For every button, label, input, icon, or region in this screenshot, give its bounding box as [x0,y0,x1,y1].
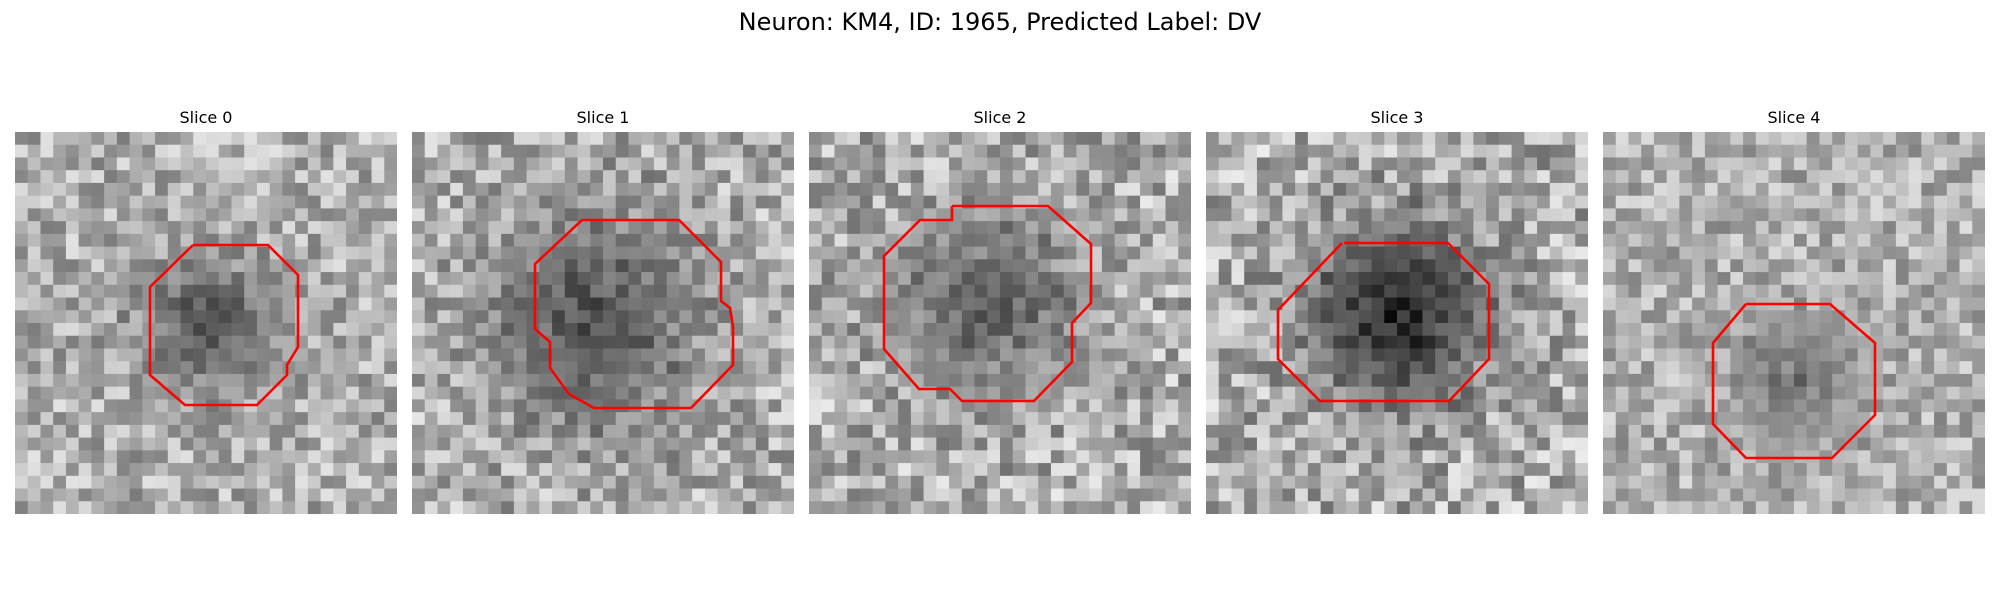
roi-contour-4 [1711,302,1877,460]
figure-title: Neuron: KM4, ID: 1965, Predicted Label: … [738,8,1262,36]
slice-noise-3 [1206,132,1588,514]
slice-panel-1: Slice 1 [412,108,794,514]
slice-noise-1 [412,132,794,514]
slice-panel-0: Slice 0 [15,108,397,514]
roi-contour-0 [148,243,300,407]
roi-contour-2 [882,204,1093,403]
slice-image-4 [1603,132,1985,514]
slice-panel-2: Slice 2 [809,108,1191,514]
slice-image-3 [1206,132,1588,514]
slice-title-4: Slice 4 [1767,108,1821,127]
slice-image-0 [15,132,397,514]
slice-title-2: Slice 2 [973,108,1027,127]
roi-contour-3 [1276,241,1491,403]
slice-panel-4: Slice 4 [1603,108,1985,514]
slice-title-3: Slice 3 [1370,108,1424,127]
slice-noise-0 [15,132,397,514]
slice-title-0: Slice 0 [179,108,233,127]
slice-panel-3: Slice 3 [1206,108,1588,514]
slice-image-1 [412,132,794,514]
slice-title-1: Slice 1 [576,108,630,127]
roi-contour-1 [533,218,735,410]
slice-noise-4 [1603,132,1985,514]
slice-image-2 [809,132,1191,514]
